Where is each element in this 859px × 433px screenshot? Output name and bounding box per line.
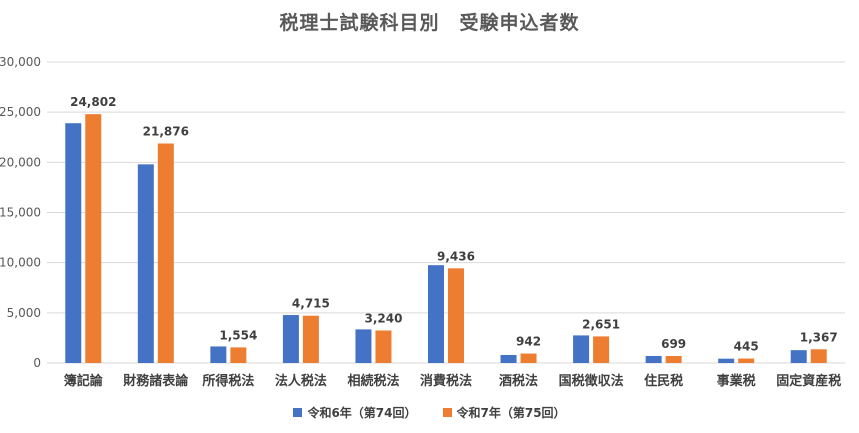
x-tick-label: 事業税 xyxy=(717,373,756,389)
x-tick-label: 相続税法 xyxy=(347,373,399,389)
y-tick-label: 5,000 xyxy=(7,306,41,320)
y-tick-label: 0 xyxy=(33,356,41,370)
bar-series-1 xyxy=(500,354,517,363)
data-label: 24,802 xyxy=(70,95,116,109)
data-label: 4,715 xyxy=(292,297,330,311)
bar-series-1 xyxy=(65,123,82,363)
bar-series-2 xyxy=(810,349,827,363)
legend-item-series-2: 令和7年（第75回） xyxy=(442,404,566,421)
legend-swatch-series-2 xyxy=(442,408,452,417)
legend: 令和6年（第74回） 令和7年（第75回） xyxy=(0,404,859,421)
bar-series-1 xyxy=(718,358,735,363)
x-tick-label: 所得税法 xyxy=(202,373,254,389)
bar-series-2 xyxy=(520,353,537,363)
bar-series-1 xyxy=(355,329,372,363)
data-label: 2,651 xyxy=(582,317,620,331)
data-label: 1,554 xyxy=(219,328,257,342)
data-label: 942 xyxy=(516,335,541,349)
x-tick-label: 固定資産税 xyxy=(776,373,841,389)
data-label: 9,436 xyxy=(437,249,475,263)
bar-series-2 xyxy=(157,143,174,363)
y-tick-label: 10,000 xyxy=(0,256,41,270)
bar-series-2 xyxy=(375,330,392,363)
bar-series-1 xyxy=(573,335,590,363)
data-label: 1,367 xyxy=(800,330,838,344)
bar-series-1 xyxy=(790,350,807,363)
data-label: 699 xyxy=(661,337,686,351)
bar-series-2 xyxy=(230,347,247,363)
bar-series-2 xyxy=(665,355,682,363)
bar-series-2 xyxy=(448,268,464,363)
x-tick-label: 酒税法 xyxy=(499,373,538,389)
legend-swatch-series-1 xyxy=(293,408,303,417)
y-tick-label: 15,000 xyxy=(0,206,41,220)
y-tick-label: 20,000 xyxy=(0,155,41,169)
legend-item-series-1: 令和6年（第74回） xyxy=(293,404,417,421)
x-tick-label: 簿記論 xyxy=(64,373,104,389)
x-tick-label: 住民税 xyxy=(644,373,683,389)
bar-series-1 xyxy=(210,346,227,363)
y-tick-label: 25,000 xyxy=(0,105,41,119)
data-label: 21,876 xyxy=(143,125,189,139)
bar-series-1 xyxy=(645,355,662,363)
bar-series-2 xyxy=(738,358,755,363)
data-label: 445 xyxy=(734,340,759,354)
legend-label-series-2: 令和7年（第75回） xyxy=(456,406,566,420)
bar-series-2 xyxy=(302,315,319,363)
legend-label-series-1: 令和6年（第74回） xyxy=(307,406,417,420)
bar-series-2 xyxy=(85,114,102,364)
x-tick-label: 法人税法 xyxy=(275,373,327,389)
bar-series-1 xyxy=(428,265,444,363)
chart-title: 税理士試験科目別 受験申込者数 xyxy=(279,12,580,34)
data-label: 3,240 xyxy=(364,311,402,325)
x-tick-label: 国税徴収法 xyxy=(559,373,624,389)
x-tick-label: 財務諸表論 xyxy=(122,373,189,389)
bar-series-1 xyxy=(137,164,154,363)
x-tick-label: 消費税法 xyxy=(420,373,472,389)
bar-series-2 xyxy=(593,336,610,363)
y-tick-label: 30,000 xyxy=(0,55,41,69)
bar-series-1 xyxy=(282,315,299,363)
